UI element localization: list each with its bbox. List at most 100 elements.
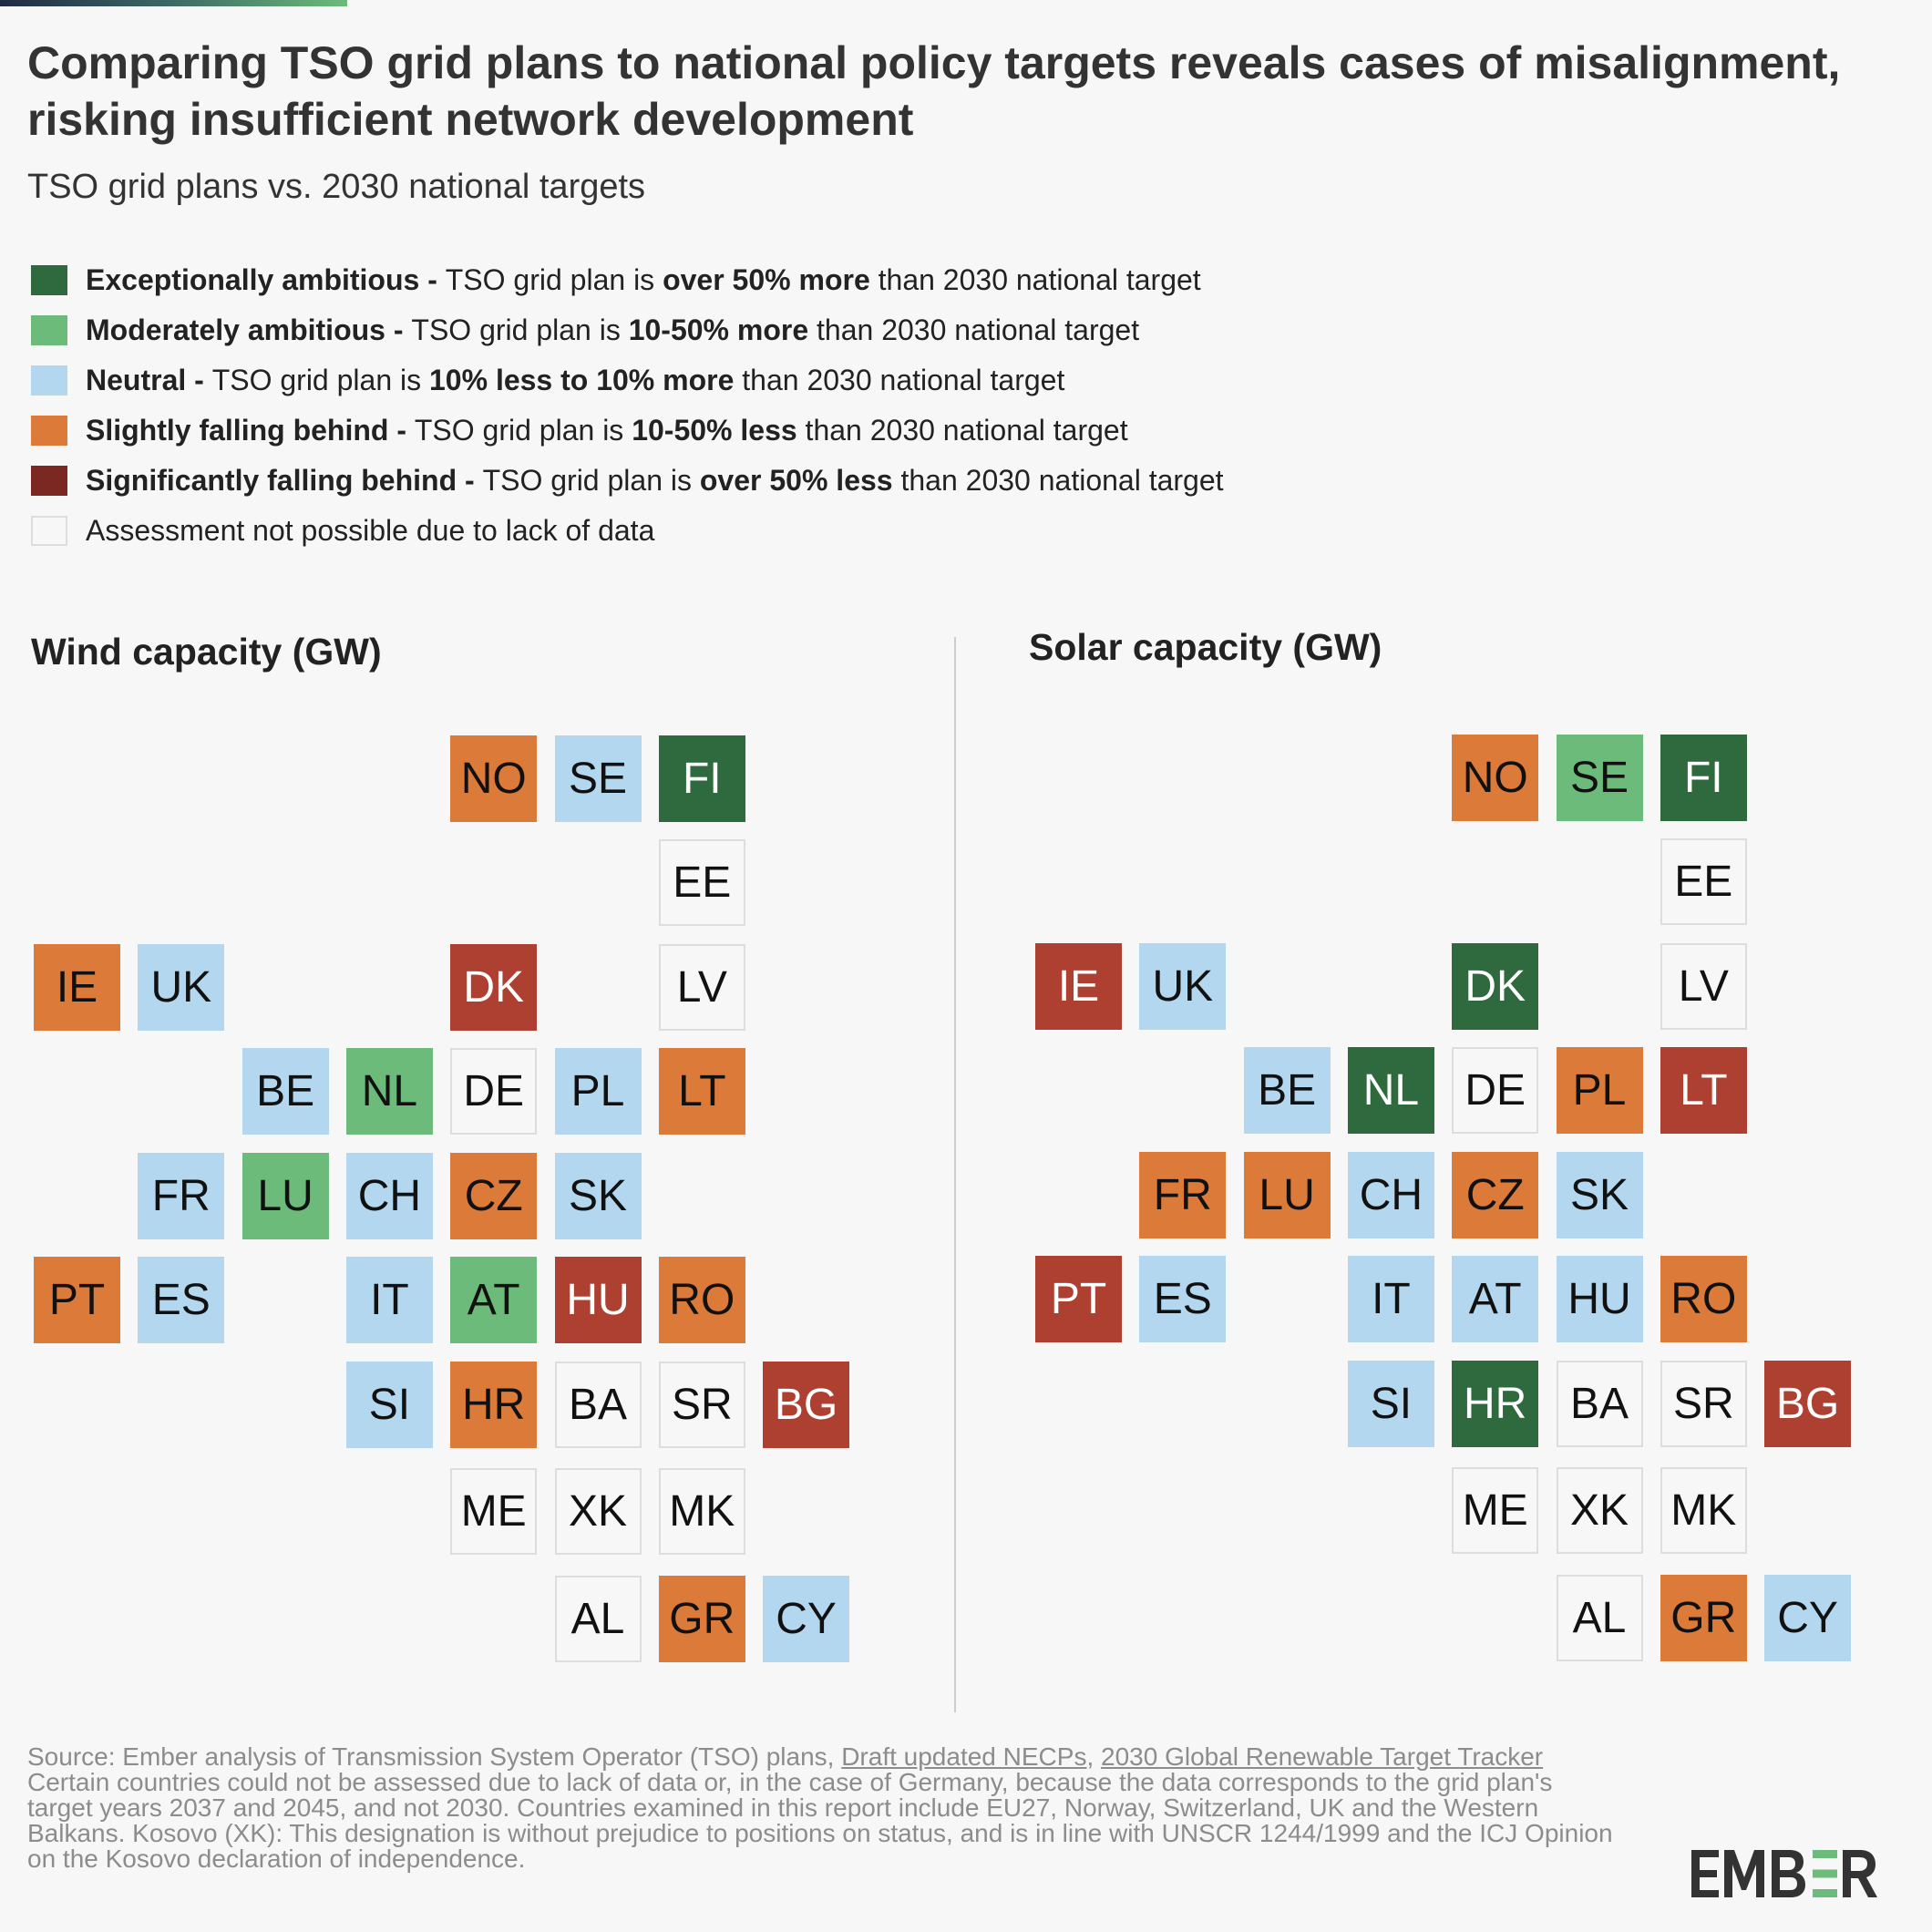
legend-sep: - bbox=[457, 464, 483, 497]
legend-label: Moderately ambitious bbox=[86, 313, 385, 346]
wind-tile-hr: HR bbox=[450, 1362, 538, 1448]
wind-tile-mk: MK bbox=[658, 1468, 745, 1555]
legend-sep: - bbox=[385, 313, 412, 346]
legend-pre: TSO grid plan is bbox=[445, 263, 663, 296]
wind-tile-al: AL bbox=[554, 1576, 642, 1662]
legend-post: than 2030 national target bbox=[808, 313, 1140, 346]
wind-tile-sr: SR bbox=[658, 1362, 745, 1448]
legend-item-significant: Significantly falling behind - TSO grid … bbox=[31, 456, 1224, 506]
wind-tile-be: BE bbox=[242, 1048, 329, 1135]
wind-tile-si: SI bbox=[345, 1362, 433, 1448]
wind-tile-lv: LV bbox=[658, 944, 745, 1031]
solar-tile-ie: IE bbox=[1035, 943, 1122, 1030]
solar-tile-si: SI bbox=[1347, 1361, 1434, 1447]
solar-tile-de: DE bbox=[1452, 1047, 1539, 1134]
wind-tile-ro: RO bbox=[658, 1257, 745, 1343]
solar-tile-hr: HR bbox=[1452, 1361, 1539, 1447]
wind-tile-it: IT bbox=[345, 1257, 433, 1343]
legend-swatch bbox=[31, 265, 67, 295]
solar-tile-pt: PT bbox=[1035, 1256, 1122, 1342]
legend-sep: - bbox=[388, 414, 415, 447]
legend-item-moderate: Moderately ambitious - TSO grid plan is … bbox=[31, 305, 1224, 355]
page-subtitle: TSO grid plans vs. 2030 national targets bbox=[27, 168, 646, 206]
wind-tile-fr: FR bbox=[138, 1153, 225, 1239]
wind-tile-gr: GR bbox=[658, 1576, 745, 1662]
renewable-tracker-link[interactable]: 2030 Global Renewable Target Tracker bbox=[1101, 1742, 1544, 1771]
wind-tile-ee: EE bbox=[658, 839, 745, 926]
legend-post: than 2030 national target bbox=[734, 364, 1065, 396]
wind-tile-no: NO bbox=[450, 735, 538, 822]
legend-post: than 2030 national target bbox=[869, 263, 1201, 296]
solar-map-title: Solar capacity (GW) bbox=[1029, 626, 1382, 668]
wind-tile-cz: CZ bbox=[450, 1153, 538, 1239]
legend-text: Significantly falling behind - TSO grid … bbox=[86, 464, 1224, 498]
solar-tile-ch: CH bbox=[1347, 1152, 1434, 1238]
footnote: Certain countries could not be assessed … bbox=[27, 1768, 1613, 1873]
solar-tile-cz: CZ bbox=[1452, 1152, 1539, 1238]
solar-tile-lv: LV bbox=[1660, 943, 1747, 1030]
legend-post: than 2030 national target bbox=[892, 464, 1224, 497]
solar-tile-be: BE bbox=[1243, 1047, 1331, 1134]
legend-swatch bbox=[31, 315, 67, 345]
legend-text: Neutral - TSO grid plan is 10% less to 1… bbox=[86, 364, 1064, 397]
legend-item-exceptional: Exceptionally ambitious - TSO grid plan … bbox=[31, 255, 1224, 305]
solar-tile-uk: UK bbox=[1139, 943, 1227, 1030]
wind-tile-ba: BA bbox=[554, 1362, 642, 1448]
wind-tile-ch: CH bbox=[345, 1153, 433, 1239]
legend-pre: Assessment not possible due to lack of d… bbox=[86, 514, 655, 547]
wind-tile-se: SE bbox=[554, 735, 642, 822]
solar-tile-sr: SR bbox=[1660, 1361, 1747, 1447]
legend-bold: 10-50% more bbox=[628, 313, 809, 346]
solar-tile-bg: BG bbox=[1764, 1361, 1852, 1447]
legend-label: Significantly falling behind bbox=[86, 464, 457, 497]
legend-pre: TSO grid plan is bbox=[411, 313, 629, 346]
legend-item-neutral: Neutral - TSO grid plan is 10% less to 1… bbox=[31, 355, 1224, 406]
legend-bold: over 50% less bbox=[699, 464, 893, 497]
solar-tile-pl: PL bbox=[1556, 1047, 1643, 1134]
wind-tile-de: DE bbox=[450, 1048, 538, 1135]
legend-text: Slightly falling behind - TSO grid plan … bbox=[86, 414, 1128, 447]
page-title: Comparing TSO grid plans to national pol… bbox=[27, 37, 1841, 145]
wind-tile-at: AT bbox=[450, 1257, 538, 1343]
legend-swatch bbox=[31, 416, 67, 446]
solar-tile-no: NO bbox=[1452, 735, 1539, 821]
legend-pre: TSO grid plan is bbox=[482, 464, 700, 497]
wind-map-title: Wind capacity (GW) bbox=[31, 631, 382, 673]
necp-link[interactable]: Draft updated NECPs bbox=[841, 1742, 1087, 1771]
legend-post: than 2030 national target bbox=[796, 414, 1128, 447]
legend-swatch bbox=[31, 365, 67, 396]
wind-tile-uk: UK bbox=[138, 944, 225, 1031]
solar-tile-cy: CY bbox=[1764, 1575, 1852, 1661]
ember-logo bbox=[1691, 1850, 1877, 1897]
solar-tile-nl: NL bbox=[1347, 1047, 1434, 1134]
legend-bold: 10% less to 10% more bbox=[429, 364, 735, 396]
legend-bold: over 50% more bbox=[663, 263, 870, 296]
wind-tile-sk: SK bbox=[554, 1153, 642, 1239]
legend-pre: TSO grid plan is bbox=[414, 414, 632, 447]
source-text: Source: Ember analysis of Transmission S… bbox=[27, 1742, 842, 1771]
legend-label: Exceptionally ambitious bbox=[86, 263, 420, 296]
wind-tile-ie: IE bbox=[34, 944, 120, 1031]
footer: Source: Ember analysis of Transmission S… bbox=[27, 1744, 1613, 1872]
solar-tile-al: AL bbox=[1556, 1575, 1643, 1661]
solar-tile-lt: LT bbox=[1660, 1047, 1747, 1134]
wind-tile-me: ME bbox=[450, 1468, 538, 1555]
solar-tile-it: IT bbox=[1347, 1256, 1434, 1342]
wind-tile-fi: FI bbox=[658, 735, 745, 822]
wind-tile-es: ES bbox=[138, 1257, 225, 1343]
source-line: Source: Ember analysis of Transmission S… bbox=[27, 1744, 1613, 1770]
wind-tile-pl: PL bbox=[554, 1048, 642, 1135]
solar-tile-dk: DK bbox=[1452, 943, 1539, 1030]
legend-sep: - bbox=[186, 364, 212, 396]
legend-item-slight: Slightly falling behind - TSO grid plan … bbox=[31, 406, 1224, 456]
legend-text: Exceptionally ambitious - TSO grid plan … bbox=[86, 263, 1201, 297]
legend-swatch bbox=[31, 466, 67, 496]
legend: Exceptionally ambitious - TSO grid plan … bbox=[31, 255, 1224, 556]
solar-tile-se: SE bbox=[1556, 735, 1643, 821]
wind-tile-hu: HU bbox=[554, 1257, 642, 1343]
solar-tile-me: ME bbox=[1452, 1467, 1539, 1554]
solar-tile-lu: LU bbox=[1243, 1152, 1331, 1238]
solar-tile-fi: FI bbox=[1660, 735, 1747, 821]
legend-label: Slightly falling behind bbox=[86, 414, 389, 447]
wind-tile-lu: LU bbox=[242, 1153, 329, 1239]
